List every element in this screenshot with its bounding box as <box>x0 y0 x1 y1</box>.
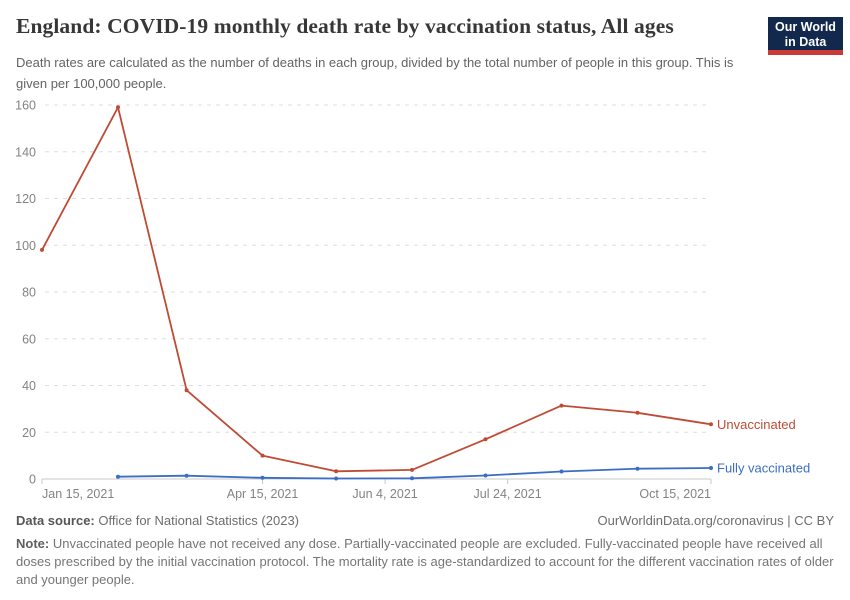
owid-logo-line1: Our World <box>775 20 836 34</box>
x-tick-label: Jun 4, 2021 <box>352 487 417 501</box>
data-point-fully-vaccinated[interactable] <box>116 474 120 479</box>
note-text: Unvaccinated people have not received an… <box>16 536 834 587</box>
data-source-label: Data source: <box>16 513 95 528</box>
y-tick-label: 120 <box>15 192 36 206</box>
y-tick-label: 160 <box>15 99 36 113</box>
chart-note: Note: Unvaccinated people have not recei… <box>16 535 834 589</box>
x-tick-label: Jul 24, 2021 <box>474 487 542 501</box>
data-point-unvaccinated[interactable] <box>260 453 265 458</box>
data-point-fully-vaccinated[interactable] <box>334 476 339 481</box>
series-label-fully-vaccinated[interactable]: Fully vaccinated <box>717 461 810 476</box>
data-point-fully-vaccinated[interactable] <box>559 469 564 474</box>
x-tick-label: Oct 15, 2021 <box>639 487 711 501</box>
owid-logo[interactable]: Our World in Data <box>768 17 843 55</box>
data-point-unvaccinated[interactable] <box>559 403 564 408</box>
data-point-unvaccinated[interactable] <box>410 467 414 472</box>
data-source: Data source: Office for National Statist… <box>16 513 299 528</box>
y-tick-label: 60 <box>22 332 36 346</box>
y-tick-label: 100 <box>15 239 36 253</box>
page-title: England: COVID-19 monthly death rate by … <box>16 14 674 38</box>
data-point-unvaccinated[interactable] <box>40 247 44 252</box>
series-label-unvaccinated[interactable]: Unvaccinated <box>717 417 796 432</box>
data-point-fully-vaccinated[interactable] <box>635 466 640 471</box>
data-point-fully-vaccinated[interactable] <box>260 475 265 480</box>
x-tick-label: Apr 15, 2021 <box>227 487 299 501</box>
data-point-fully-vaccinated[interactable] <box>410 476 414 481</box>
data-point-fully-vaccinated[interactable] <box>184 473 189 478</box>
x-tick-label: Jan 15, 2021 <box>42 487 114 501</box>
data-point-fully-vaccinated[interactable] <box>709 466 713 470</box>
y-tick-label: 40 <box>22 379 36 393</box>
y-tick-label: 20 <box>22 426 36 440</box>
chart-subtitle: Death rates are calculated as the number… <box>16 55 734 91</box>
chart-canvas[interactable]: 0 20 40 60 80 100 120 140 160 Jan 15, 2021 Apr 15,… <box>0 95 850 505</box>
data-point-unvaccinated[interactable] <box>709 422 713 427</box>
y-tick-label: 140 <box>15 145 36 159</box>
data-point-fully-vaccinated[interactable] <box>483 473 488 478</box>
owid-link[interactable]: OurWorldinData.org/coronavirus | CC BY <box>597 513 834 528</box>
y-tick-label: 80 <box>22 286 36 300</box>
data-point-unvaccinated[interactable] <box>635 410 640 415</box>
owid-logo-line2: in Data <box>784 34 827 49</box>
data-point-unvaccinated[interactable] <box>334 469 339 474</box>
data-source-value: Office for National Statistics (2023) <box>98 513 299 528</box>
series-line-unvaccinated[interactable] <box>41 106 712 473</box>
note-label: Note: <box>16 536 50 551</box>
data-point-unvaccinated[interactable] <box>116 105 120 110</box>
chart-footer: Data source: Office for National Statist… <box>16 513 834 589</box>
data-point-unvaccinated[interactable] <box>184 388 189 393</box>
y-tick-label: 0 <box>29 473 36 487</box>
data-point-unvaccinated[interactable] <box>483 437 488 442</box>
